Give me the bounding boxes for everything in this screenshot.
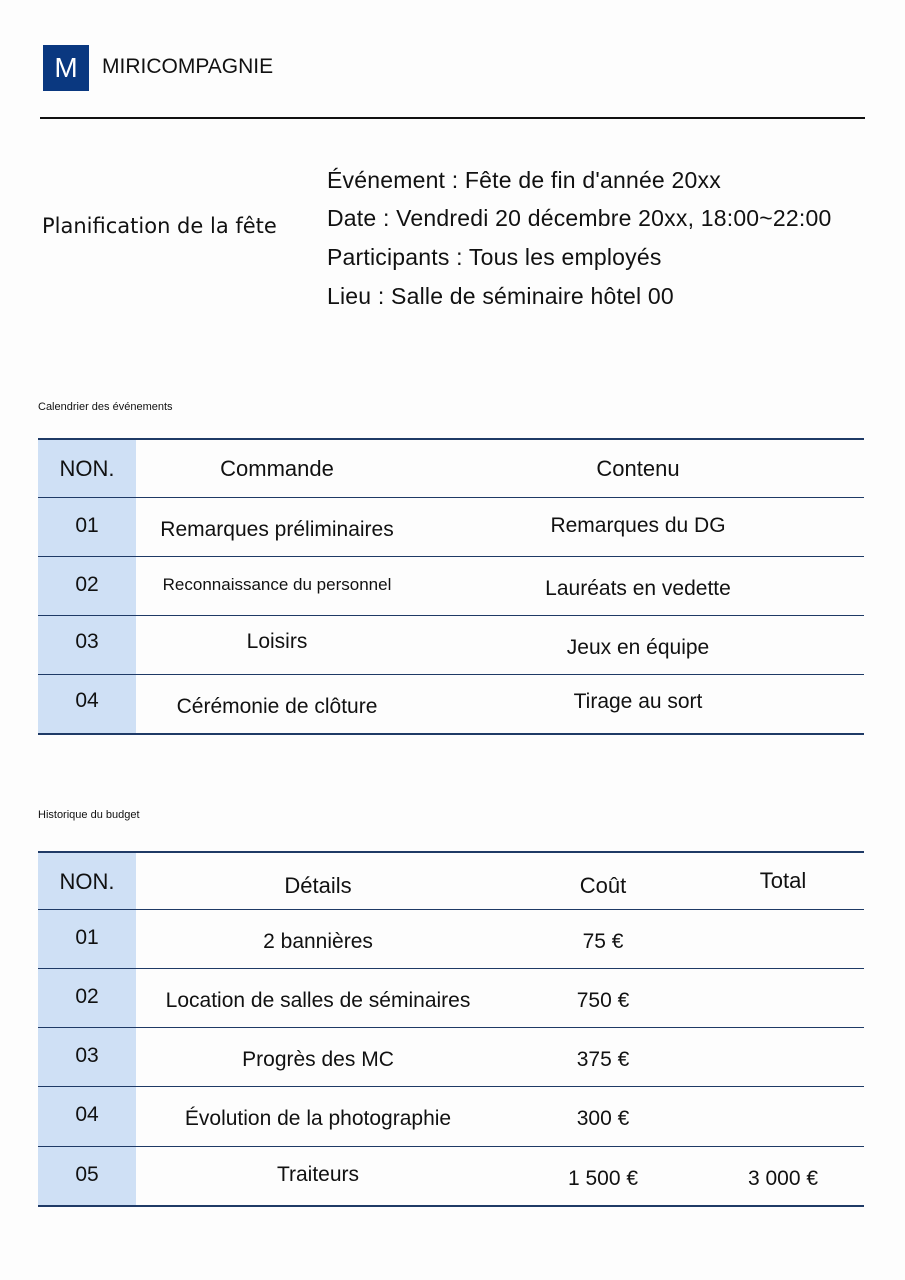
row-detail: Progrès des MC [242,1048,394,1071]
row-number: 04 [75,689,99,712]
row-detail: Évolution de la photographie [184,1107,452,1130]
company-logo: M [43,45,89,91]
table-header-row: NON. Détails Coût Total [38,851,864,910]
row-number: 04 [75,1103,99,1126]
event-location: Lieu : Salle de séminaire hôtel 00 [327,283,674,309]
row-cost: 1 500 € [567,1167,639,1190]
event-date: Date : Vendredi 20 décembre 20xx, 18:00~… [327,205,832,231]
event-participants: Participants : Tous les employés [327,244,662,270]
header-details: Détails [284,873,352,898]
table-row: 03 Loisirs Jeux en équipe [38,616,864,675]
row-content: Tirage au sort [573,690,703,713]
table-row: 04 Évolution de la photographie 300 € [38,1087,864,1147]
event-name: Événement : Fête de fin d'année 20xx [327,167,721,193]
row-cost: 300 € [576,1107,630,1130]
row-cost: 75 € [582,930,624,953]
row-number: 01 [75,514,99,537]
row-content: Jeux en équipe [566,636,710,659]
row-cost: 375 € [576,1048,630,1071]
company-name: MIRICOMPAGNIE [102,55,274,78]
row-number: 03 [75,1044,99,1067]
row-content: Remarques du DG [550,514,726,537]
table-row: 01 2 bannières 75 € [38,910,864,969]
header-no: NON. [59,456,115,481]
header-no: NON. [59,869,115,894]
budget-caption: Historique du budget [38,809,140,821]
table-row: 05 Traiteurs 1 500 € 3 000 € [38,1147,864,1207]
page-title: Planification de la fête [42,214,277,238]
row-cost: 750 € [576,989,630,1012]
row-number: 01 [75,926,99,949]
header-divider [40,117,865,119]
row-order: Loisirs [246,630,308,653]
schedule-caption: Calendrier des événements [38,401,173,413]
table-row: 02 Reconnaissance du personnel Lauréats … [38,557,864,616]
table-row: 04 Cérémonie de clôture Tirage au sort [38,675,864,735]
row-total: 3 000 € [747,1167,819,1190]
row-number: 02 [75,985,99,1008]
row-number: 05 [75,1163,99,1186]
header-total: Total [759,868,807,893]
table-row: 01 Remarques préliminaires Remarques du … [38,498,864,557]
row-number: 02 [75,573,99,596]
row-order: Cérémonie de clôture [176,695,378,718]
row-detail: Traiteurs [276,1163,360,1186]
row-number: 03 [75,630,99,653]
row-content: Lauréats en vedette [545,577,731,600]
row-order: Remarques préliminaires [160,518,394,541]
header-cost: Coût [579,873,627,898]
header-order: Commande [220,456,334,481]
row-detail: Location de salles de séminaires [165,989,471,1012]
row-order: Reconnaissance du personnel [162,575,392,594]
table-header-row: NON. Commande Contenu [38,438,864,498]
table-row: 03 Progrès des MC 375 € [38,1028,864,1087]
header-content: Contenu [596,456,680,481]
table-row: 02 Location de salles de séminaires 750 … [38,969,864,1028]
row-detail: 2 bannières [263,930,373,953]
